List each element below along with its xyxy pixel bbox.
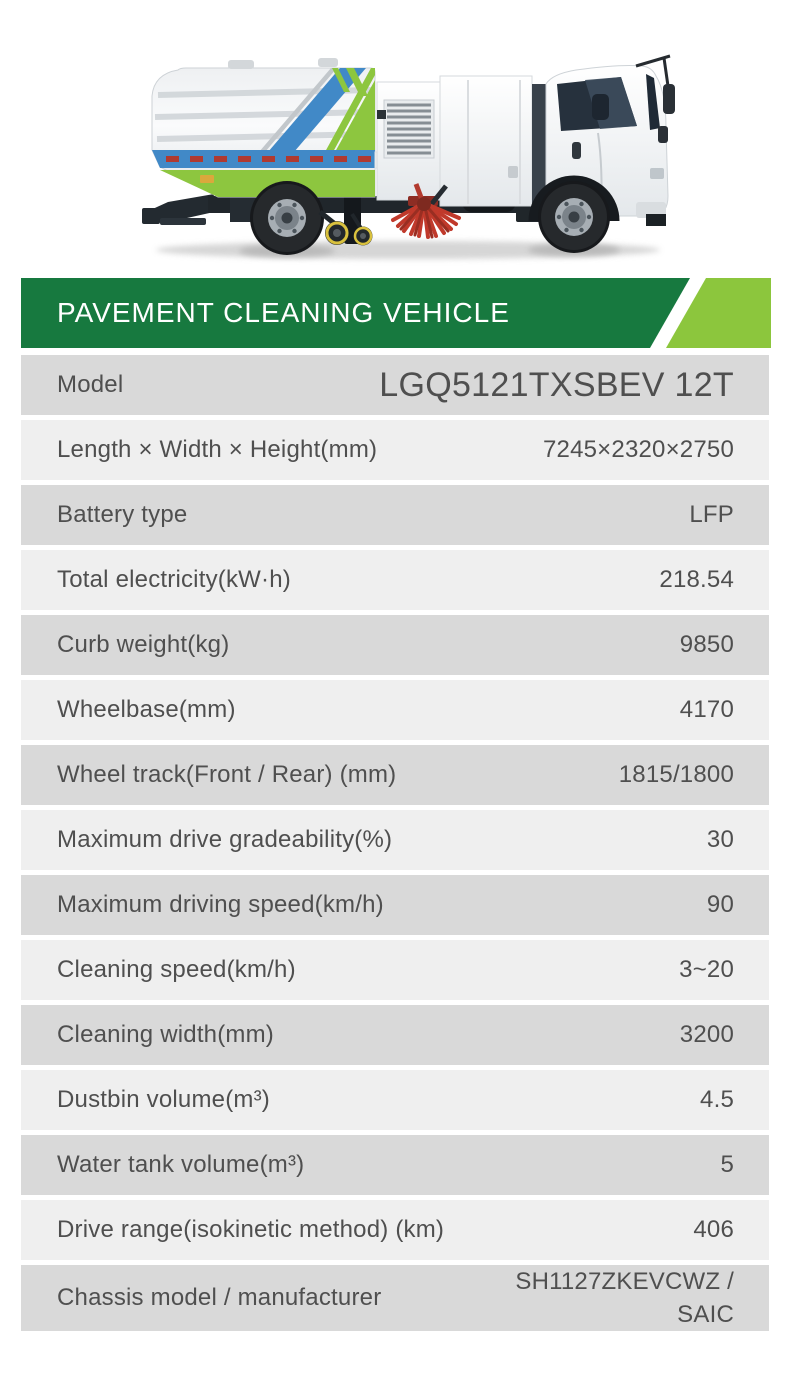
banner-light-green-shape	[666, 278, 771, 348]
mirror	[663, 84, 675, 114]
headlight	[650, 168, 664, 179]
decal-stripes	[152, 68, 533, 197]
spec-value: 1815/1800	[618, 761, 734, 789]
spec-value: 3~20	[679, 956, 734, 984]
spec-value: 5	[720, 1151, 734, 1179]
spec-label: Drive range(isokinetic method) (km)	[57, 1216, 445, 1243]
spec-row-dimensions: Length × Width × Height(mm) 7245×2320×27…	[21, 420, 769, 480]
spec-row-cleaning-width: Cleaning width(mm) 3200	[21, 1005, 769, 1065]
spec-value: 4.5	[700, 1086, 734, 1114]
spec-row-curb-weight: Curb weight(kg) 9850	[21, 615, 769, 675]
spec-label: Dustbin volume(m³)	[57, 1086, 270, 1113]
title-banner: PAVEMENT CLEANING VEHICLE	[21, 278, 771, 348]
front-wheel	[538, 181, 610, 253]
banner-dark-green-shape	[21, 278, 690, 348]
spec-row-dustbin-volume: Dustbin volume(m³) 4.5	[21, 1070, 769, 1130]
rear-hitch	[142, 194, 214, 225]
spec-label: Chassis model / manufacturer	[57, 1284, 382, 1312]
spec-value: 218.54	[659, 566, 734, 594]
spec-value: 406	[693, 1216, 734, 1244]
mid-brushes	[318, 210, 373, 246]
spec-row-battery-type: Battery type LFP	[21, 485, 769, 545]
spec-row-gradeability: Maximum drive gradeability(%) 30	[21, 810, 769, 870]
side-panel	[439, 75, 546, 207]
spec-row-wheel-track: Wheel track(Front / Rear) (mm) 1815/1800	[21, 745, 769, 805]
spec-value: 90	[706, 891, 734, 919]
spec-row-drive-range: Drive range(isokinetic method) (km) 406	[21, 1200, 769, 1260]
spec-label: Model	[57, 371, 124, 398]
spec-label: Maximum driving speed(km/h)	[57, 891, 384, 918]
spec-value: 4170	[679, 696, 734, 724]
rear-wheel	[250, 181, 324, 255]
spec-label: Length × Width × Height(mm)	[57, 436, 378, 463]
spec-label: Water tank volume(m³)	[57, 1151, 305, 1178]
spec-label: Maximum drive gradeability(%)	[57, 826, 393, 853]
banner-shapes	[21, 278, 771, 348]
spec-value: 7245×2320×2750	[542, 436, 734, 464]
truck-cab	[545, 54, 675, 226]
spec-value: 9850	[679, 631, 734, 659]
door-handle	[572, 142, 581, 159]
spec-value: 30	[706, 826, 734, 854]
spec-table: Model LGQ5121TXSBEV 12T Length × Width ×…	[21, 355, 769, 1332]
windshield-edge	[646, 74, 660, 130]
spec-row-cleaning-speed: Cleaning speed(km/h) 3~20	[21, 940, 769, 1000]
vehicle-illustration	[0, 0, 790, 270]
louver-box	[376, 81, 441, 201]
spec-label: Cleaning width(mm)	[57, 1021, 274, 1048]
spec-row-water-tank-volume: Water tank volume(m³) 5	[21, 1135, 769, 1195]
spec-row-wheelbase: Wheelbase(mm) 4170	[21, 680, 769, 740]
sweeper-brush	[391, 183, 461, 239]
sweeper-truck-image	[142, 54, 675, 259]
spec-row-max-speed: Maximum driving speed(km/h) 90	[21, 875, 769, 935]
spec-row-total-electricity: Total electricity(kW·h) 218.54	[21, 550, 769, 610]
spec-label: Battery type	[57, 501, 188, 528]
spec-label: Wheel track(Front / Rear) (mm)	[57, 761, 397, 788]
spec-row-chassis: Chassis model / manufacturer SH1127ZKEVC…	[21, 1265, 769, 1332]
spec-label: Total electricity(kW·h)	[57, 566, 291, 593]
spec-value: 3200	[679, 1021, 734, 1049]
spec-label: Curb weight(kg)	[57, 631, 230, 658]
spec-label: Cleaning speed(km/h)	[57, 956, 296, 983]
spec-value: SH1127ZKEVCWZ / SAIC	[515, 1268, 734, 1329]
spec-value: LGQ5121TXSBEV 12T	[379, 365, 734, 404]
spec-row-model: Model LGQ5121TXSBEV 12T	[21, 355, 769, 415]
spec-label: Wheelbase(mm)	[57, 696, 236, 723]
page-title: PAVEMENT CLEANING VEHICLE	[57, 297, 510, 328]
spec-value: LFP	[689, 501, 734, 529]
